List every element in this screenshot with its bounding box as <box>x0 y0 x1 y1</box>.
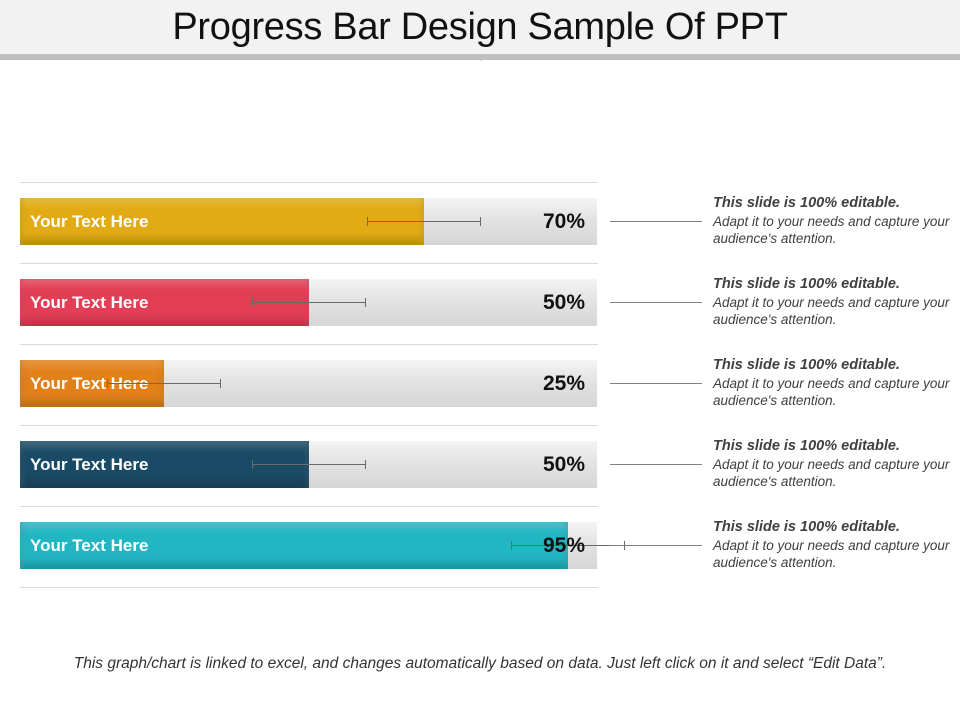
bar-label: Your Text Here <box>30 374 149 393</box>
row-separator <box>20 587 598 588</box>
progress-track: Your Text Here 25% <box>20 360 597 407</box>
error-bar <box>107 379 222 388</box>
title-banner <box>0 0 960 54</box>
note-body: Adapt it to your needs and capture your … <box>713 376 950 408</box>
description-note: This slide is 100% editable. Adapt it to … <box>713 518 953 571</box>
row-separator <box>20 263 598 264</box>
percent-label: 70% <box>542 210 585 233</box>
note-title: This slide is 100% editable. <box>713 438 900 454</box>
bar-label: Your Text Here <box>30 212 149 231</box>
row-separator <box>20 344 598 345</box>
percent-label: 95% <box>542 534 585 557</box>
connector-line <box>610 464 702 465</box>
row-separator <box>20 182 598 183</box>
title-notch <box>474 54 488 61</box>
footer-note: This graph/chart is linked to excel, and… <box>73 655 887 672</box>
note-body: Adapt it to your needs and capture your … <box>713 214 950 246</box>
connector-line <box>610 383 702 384</box>
progress-fill <box>20 198 424 245</box>
percent-label: 50% <box>542 291 585 314</box>
page-title: Progress Bar Design Sample Of PPT <box>172 6 788 48</box>
note-body: Adapt it to your needs and capture your … <box>713 457 950 489</box>
error-bar <box>366 217 481 226</box>
note-title: This slide is 100% editable. <box>713 195 900 211</box>
bar-label: Your Text Here <box>30 455 149 474</box>
note-body: Adapt it to your needs and capture your … <box>713 295 950 327</box>
note-title: This slide is 100% editable. <box>713 276 900 292</box>
row-separator <box>20 506 598 507</box>
connector-line <box>610 221 702 222</box>
connector-line <box>610 545 702 546</box>
percent-label: 50% <box>542 453 585 476</box>
percent-label: 25% <box>542 372 585 395</box>
bar-label: Your Text Here <box>30 536 149 555</box>
progress-track: Your Text Here 95% <box>20 522 626 569</box>
note-title: This slide is 100% editable. <box>713 519 900 535</box>
progress-track: Your Text Here 70% <box>20 198 597 245</box>
connector-line <box>610 302 702 303</box>
description-note: This slide is 100% editable. Adapt it to … <box>713 356 953 409</box>
row-separator <box>20 425 598 426</box>
progress-track: Your Text Here 50% <box>20 441 597 488</box>
progress-fill <box>20 522 569 569</box>
bar-label: Your Text Here <box>30 293 149 312</box>
description-note: This slide is 100% editable. Adapt it to … <box>713 275 953 328</box>
note-body: Adapt it to your needs and capture your … <box>713 538 950 570</box>
note-title: This slide is 100% editable. <box>713 357 900 373</box>
error-bar <box>251 460 366 469</box>
description-note: This slide is 100% editable. Adapt it to … <box>713 194 953 247</box>
progress-track: Your Text Here 50% <box>20 279 597 326</box>
error-bar <box>251 298 366 307</box>
description-note: This slide is 100% editable. Adapt it to … <box>713 437 953 490</box>
